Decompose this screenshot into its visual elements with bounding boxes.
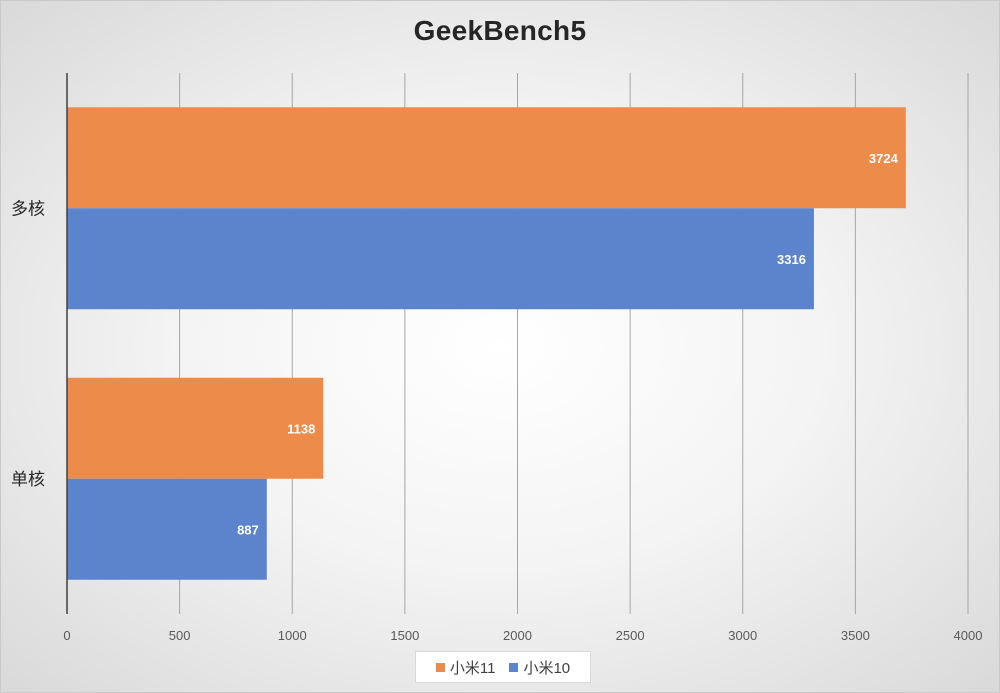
bar bbox=[67, 478, 267, 580]
x-tick-label: 2000 bbox=[503, 628, 532, 643]
bar bbox=[67, 377, 324, 479]
x-tick-label: 3000 bbox=[728, 628, 757, 643]
legend-item: 小米10 bbox=[509, 657, 570, 678]
legend-label: 小米10 bbox=[523, 659, 571, 677]
legend-item: 小米11 bbox=[435, 657, 496, 678]
legend-label: 小米11 bbox=[449, 659, 496, 677]
x-tick-label: 1500 bbox=[390, 628, 419, 643]
x-tick-label: 500 bbox=[169, 628, 191, 643]
data-label: 887 bbox=[237, 522, 259, 537]
bar bbox=[67, 107, 906, 209]
chart-title: GeekBench5 bbox=[413, 15, 587, 46]
data-label: 3316 bbox=[777, 252, 806, 267]
y-category-label: 多核 bbox=[11, 199, 45, 218]
legend: 小米11 小米10 bbox=[415, 651, 591, 683]
x-tick-label: 0 bbox=[63, 628, 70, 643]
data-label: 3724 bbox=[869, 151, 899, 166]
bar bbox=[67, 208, 814, 310]
x-tick-label: 4000 bbox=[954, 628, 983, 643]
x-tick-label: 3500 bbox=[841, 628, 870, 643]
x-tick-label: 2500 bbox=[616, 628, 645, 643]
legend-swatch bbox=[435, 662, 445, 672]
data-label: 1138 bbox=[287, 421, 315, 436]
x-tick-label: 1000 bbox=[278, 628, 307, 643]
y-category-label: 单核 bbox=[11, 470, 45, 489]
legend-swatch bbox=[509, 662, 519, 672]
